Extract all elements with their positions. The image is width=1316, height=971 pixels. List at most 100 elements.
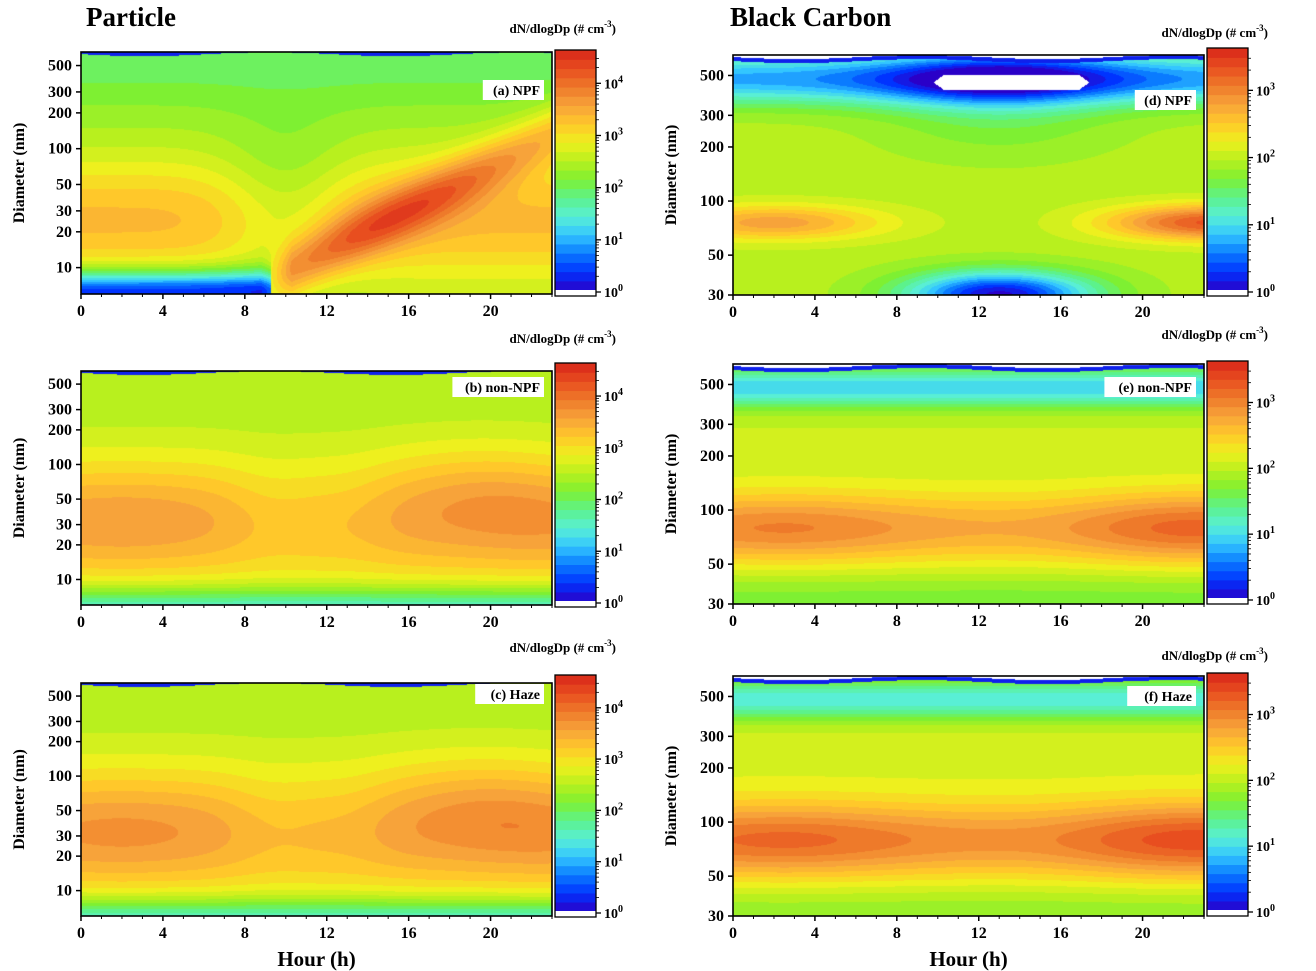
colorbar-band (1207, 588, 1248, 599)
panel-label-bg (1104, 377, 1196, 397)
colorbar-band (1207, 243, 1248, 254)
x-axis-label: Hour (h) (277, 947, 355, 971)
colorbar-band (555, 546, 596, 556)
colorbar-tick-label: 102 (1256, 149, 1275, 167)
colorbar-band (555, 892, 596, 903)
x-tick-label: 12 (971, 925, 987, 942)
x-tick-label: 0 (729, 925, 737, 942)
colorbar-band (1207, 791, 1248, 802)
x-tick-label: 20 (1135, 925, 1151, 942)
colorbar-band (555, 381, 596, 392)
colorbar-band (1207, 66, 1248, 77)
heatmap-b (81, 371, 552, 605)
y-tick-label: 30 (56, 828, 72, 845)
colorbar-band (555, 500, 596, 511)
y-tick-label: 20 (56, 224, 72, 241)
colorbar-band (555, 527, 596, 538)
colorbar-band (555, 883, 596, 894)
colorbar-band (1207, 397, 1248, 408)
colorbar-d: 100 101 102 103 dN/dlogDp (# cm-3) (1162, 23, 1275, 301)
colorbar-band (1207, 718, 1248, 729)
x-tick-label: 4 (159, 614, 167, 631)
x-tick-label: 0 (77, 303, 85, 320)
colorbar-band (1207, 103, 1248, 114)
y-tick-label: 10 (56, 883, 72, 900)
colorbar-band (1207, 452, 1248, 462)
colorbar-band (555, 738, 596, 749)
x-tick-label: 12 (971, 304, 987, 321)
panel-a: 0 4 8 12 16 20 10 20 30 50 100 200 300 500 Diameter (n… (11, 19, 623, 320)
y-tick-label: 30 (56, 203, 72, 220)
colorbar-band (1207, 280, 1248, 291)
x-tick-label: 8 (893, 925, 901, 942)
y-tick-label: 30 (708, 596, 724, 613)
y-axis-label: Diameter (nm) (663, 434, 680, 535)
colorbar-tick-label: 104 (604, 699, 623, 717)
colorbar-band (555, 216, 596, 226)
colorbar-band (1207, 727, 1248, 738)
x-tick-label: 20 (1135, 613, 1151, 630)
x-tick-label: 4 (811, 304, 819, 321)
colorbar-band (1207, 159, 1248, 170)
panel-label-bg (1127, 686, 1196, 706)
y-tick-label: 200 (700, 139, 724, 156)
colorbar-c: 100 101 102 103 104 dN/dlogDp (# cm-3) (510, 638, 623, 922)
colorbar-band (555, 582, 596, 593)
y-tick-label: 500 (700, 688, 724, 705)
colorbar-band (1207, 745, 1248, 756)
colorbar-floor (555, 911, 596, 917)
colorbar-band (555, 105, 596, 116)
colorbar-band (1207, 579, 1248, 590)
colorbar-band (1207, 846, 1248, 856)
x-tick-label: 20 (1135, 304, 1151, 321)
y-tick-label: 100 (48, 768, 72, 785)
colorbar-band (555, 901, 596, 912)
colorbar-tick-label: 100 (1256, 591, 1275, 609)
heatmap-e (733, 364, 1204, 604)
colorbar-band (555, 390, 596, 401)
colorbar-band (1207, 433, 1248, 444)
y-axis-label: Diameter (nm) (11, 749, 28, 850)
colorbar-floor (1207, 290, 1248, 296)
plot-frame (80, 682, 553, 917)
colorbar-tick-label: 103 (1256, 394, 1275, 412)
colorbar-tick-label: 101 (604, 853, 623, 871)
y-tick-label: 500 (700, 376, 724, 393)
colorbar-band (1207, 800, 1248, 811)
colorbar-tick-label: 101 (604, 231, 623, 249)
colorbar-band (1207, 131, 1248, 142)
colorbar-floor (555, 601, 596, 607)
colorbar-band (1207, 552, 1248, 563)
colorbar-band (555, 856, 596, 867)
panel-b: 0 4 8 12 16 20 10 20 30 50 100 200 300 500 Diameter (n… (11, 329, 623, 631)
heatmap-a (81, 52, 552, 294)
colorbar-tick-label: 100 (604, 904, 623, 922)
colorbar-floor (555, 290, 596, 296)
y-tick-label: 100 (48, 456, 72, 473)
colorbar-tick-label: 103 (1256, 706, 1275, 724)
colorbar-band (555, 783, 596, 794)
colorbar-band (1207, 506, 1248, 517)
x-tick-label: 8 (241, 614, 249, 631)
colorbar-band (1207, 488, 1248, 499)
colorbar-band (1207, 150, 1248, 161)
colorbar-band (1207, 178, 1248, 189)
colorbar-band (555, 747, 596, 758)
colorbar-band (555, 123, 596, 134)
colorbar-band (1207, 206, 1248, 217)
colorbar-band (555, 133, 596, 143)
colorbar-band (555, 86, 596, 97)
panel-f: 0 4 8 12 16 20 30 50 100 200 300 500 Diameter (nm) Ho… (663, 646, 1275, 971)
colorbar-band (555, 591, 596, 602)
x-tick-label: 8 (241, 925, 249, 942)
y-tick-label: 100 (700, 814, 724, 831)
colorbar-band (1207, 673, 1248, 683)
colorbar-band (1207, 252, 1248, 263)
y-tick-label: 20 (56, 848, 72, 865)
colorbar-band (555, 472, 596, 483)
y-tick-label: 10 (56, 260, 72, 277)
colorbar-tick-label: 101 (1256, 837, 1275, 855)
colorbar-e: 100 101 102 103 dN/dlogDp (# cm-3) (1162, 325, 1275, 609)
y-tick-label: 500 (48, 376, 72, 393)
colorbar-band (1207, 773, 1248, 783)
